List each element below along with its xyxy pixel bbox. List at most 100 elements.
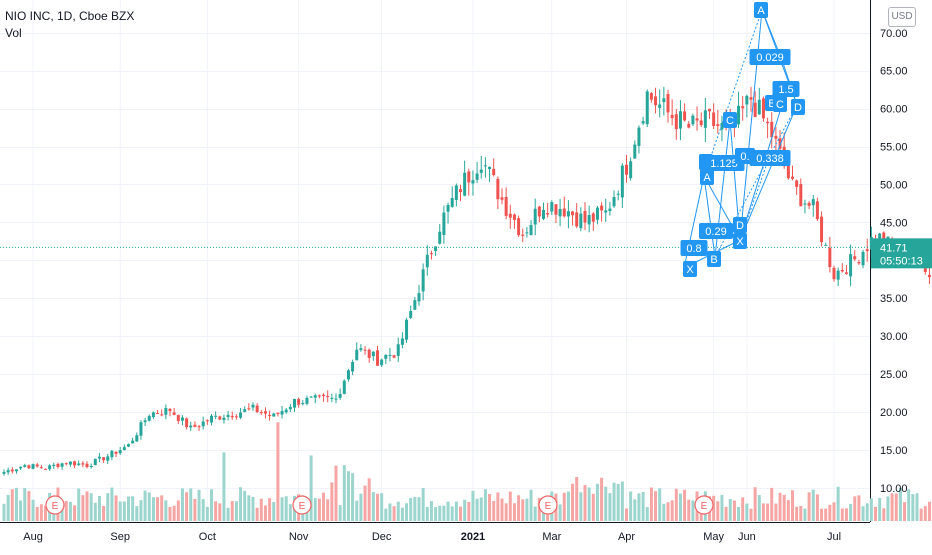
candle-body — [338, 393, 342, 398]
candle-body — [608, 208, 612, 212]
volume-bar — [14, 487, 18, 521]
candle-body — [824, 244, 828, 246]
candle-body — [89, 466, 93, 468]
candle-body — [127, 444, 130, 447]
volume-bar — [525, 498, 529, 521]
candle-body — [525, 232, 529, 234]
harmonic-label-text: D — [736, 220, 744, 232]
candle-body — [421, 269, 425, 292]
volume-bar — [683, 489, 687, 521]
candle-body — [467, 171, 471, 183]
candle-body — [214, 415, 218, 417]
candle-body — [674, 114, 678, 130]
candle-body — [367, 349, 371, 359]
volume-bar — [745, 503, 749, 521]
candle-body — [662, 98, 666, 103]
volume-bar — [438, 505, 442, 521]
candle-body — [27, 465, 31, 469]
candle-body — [695, 118, 699, 121]
volume-bar — [73, 505, 77, 521]
candle-body — [226, 414, 230, 418]
candle-body — [197, 426, 201, 428]
candle-body — [97, 456, 101, 459]
candle-body — [64, 463, 68, 465]
candle-body — [413, 300, 417, 310]
volume-bar — [263, 505, 267, 521]
volume-bar — [471, 490, 475, 521]
candle-body — [176, 415, 180, 422]
volume-bar — [400, 507, 404, 521]
volume-bar — [118, 501, 122, 521]
volume-bar — [832, 502, 836, 521]
volume-bar — [492, 500, 496, 521]
volume-bar — [19, 500, 23, 521]
price-tag-value: 41.71 — [880, 242, 908, 254]
currency-button[interactable]: USD — [888, 7, 916, 27]
harmonic-label-text: A — [703, 172, 711, 184]
candle-body — [749, 97, 753, 100]
volume-bar — [413, 497, 417, 521]
volume-bar — [691, 500, 695, 521]
volume-bar — [405, 503, 409, 521]
candle-body — [376, 350, 379, 366]
candle-body — [293, 399, 296, 408]
volume-bar — [384, 508, 388, 521]
harmonic-label-box — [733, 233, 747, 249]
candle-body — [230, 415, 234, 418]
y-tick-label: 55.00 — [880, 142, 908, 154]
candle-body — [284, 409, 288, 413]
symbol-title[interactable]: NIO INC, 1D, Cboe BZX — [5, 9, 135, 23]
volume-bar — [442, 505, 446, 521]
candle-body — [741, 106, 745, 109]
volume-bar — [392, 506, 396, 521]
x-tick-label: Dec — [372, 531, 392, 543]
volume-bar — [840, 508, 844, 521]
volume-bar — [27, 491, 31, 521]
candle-body — [317, 395, 321, 397]
pattern-line — [703, 175, 716, 258]
candle-body — [106, 456, 110, 461]
volume-bar — [363, 485, 367, 521]
pattern-dashed-line — [703, 9, 763, 177]
volume-bar — [284, 496, 288, 521]
candle-body — [483, 165, 487, 167]
candle-body — [716, 124, 720, 127]
candle-body — [305, 397, 309, 404]
volume-bar — [869, 498, 873, 521]
volume-bar — [85, 491, 89, 521]
x-tick-label: Jun — [738, 531, 756, 543]
volume-bar — [761, 503, 765, 521]
y-tick-label: 10.00 — [880, 483, 908, 495]
volume-bar — [566, 491, 570, 521]
candle-body — [425, 254, 429, 268]
harmonic-label: A — [700, 169, 714, 185]
harmonic-label-text: 1.5 — [778, 84, 793, 96]
volume-bar — [741, 497, 745, 521]
candle-body — [861, 251, 865, 266]
harmonic-label: C — [773, 96, 787, 112]
volume-bar — [60, 502, 64, 521]
volume-bar — [380, 493, 384, 521]
harmonic-label-box — [749, 49, 791, 65]
volume-bar — [807, 492, 811, 521]
volume-bar — [151, 497, 155, 521]
candle-body — [351, 361, 355, 372]
candle-body — [359, 348, 363, 351]
candle-body — [587, 215, 591, 225]
earnings-marker — [45, 495, 65, 515]
volume-bar — [903, 502, 907, 521]
volume-legend[interactable]: Vol — [5, 26, 22, 40]
x-tick-label: 2021 — [461, 531, 485, 543]
candle-body — [471, 180, 475, 184]
harmonic-label-box — [707, 251, 721, 267]
candle-body — [844, 272, 848, 274]
volume-bar — [288, 504, 292, 521]
volume-bar — [629, 491, 633, 521]
earnings-label: E — [52, 501, 59, 512]
harmonic-label-text: 0. — [740, 151, 749, 163]
volume-bar — [68, 501, 72, 521]
candle-body — [122, 447, 126, 451]
harmonic-label-box — [791, 99, 805, 115]
volume-bar — [620, 481, 624, 521]
